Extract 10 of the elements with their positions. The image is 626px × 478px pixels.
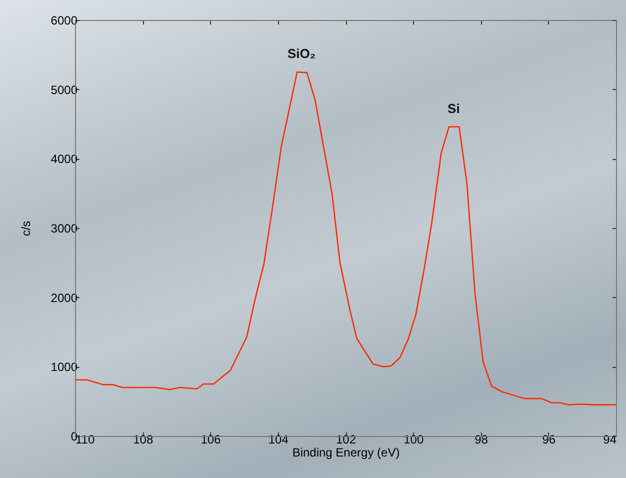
annotation: Si (448, 100, 460, 116)
y-tick-label: 3000 (50, 222, 78, 236)
y-tick-label: 5000 (50, 82, 78, 97)
y-tick-label: 2000 (50, 290, 78, 305)
x-axis-title: Binding Energy (eV) (292, 446, 400, 460)
y-tick-label: 4000 (50, 152, 78, 166)
y-axis-title: c/s (18, 220, 33, 236)
y-tick-label: 1000 (50, 360, 78, 374)
annotation: SiO₂ (287, 46, 316, 61)
y-tick-label: 6000 (50, 14, 78, 28)
